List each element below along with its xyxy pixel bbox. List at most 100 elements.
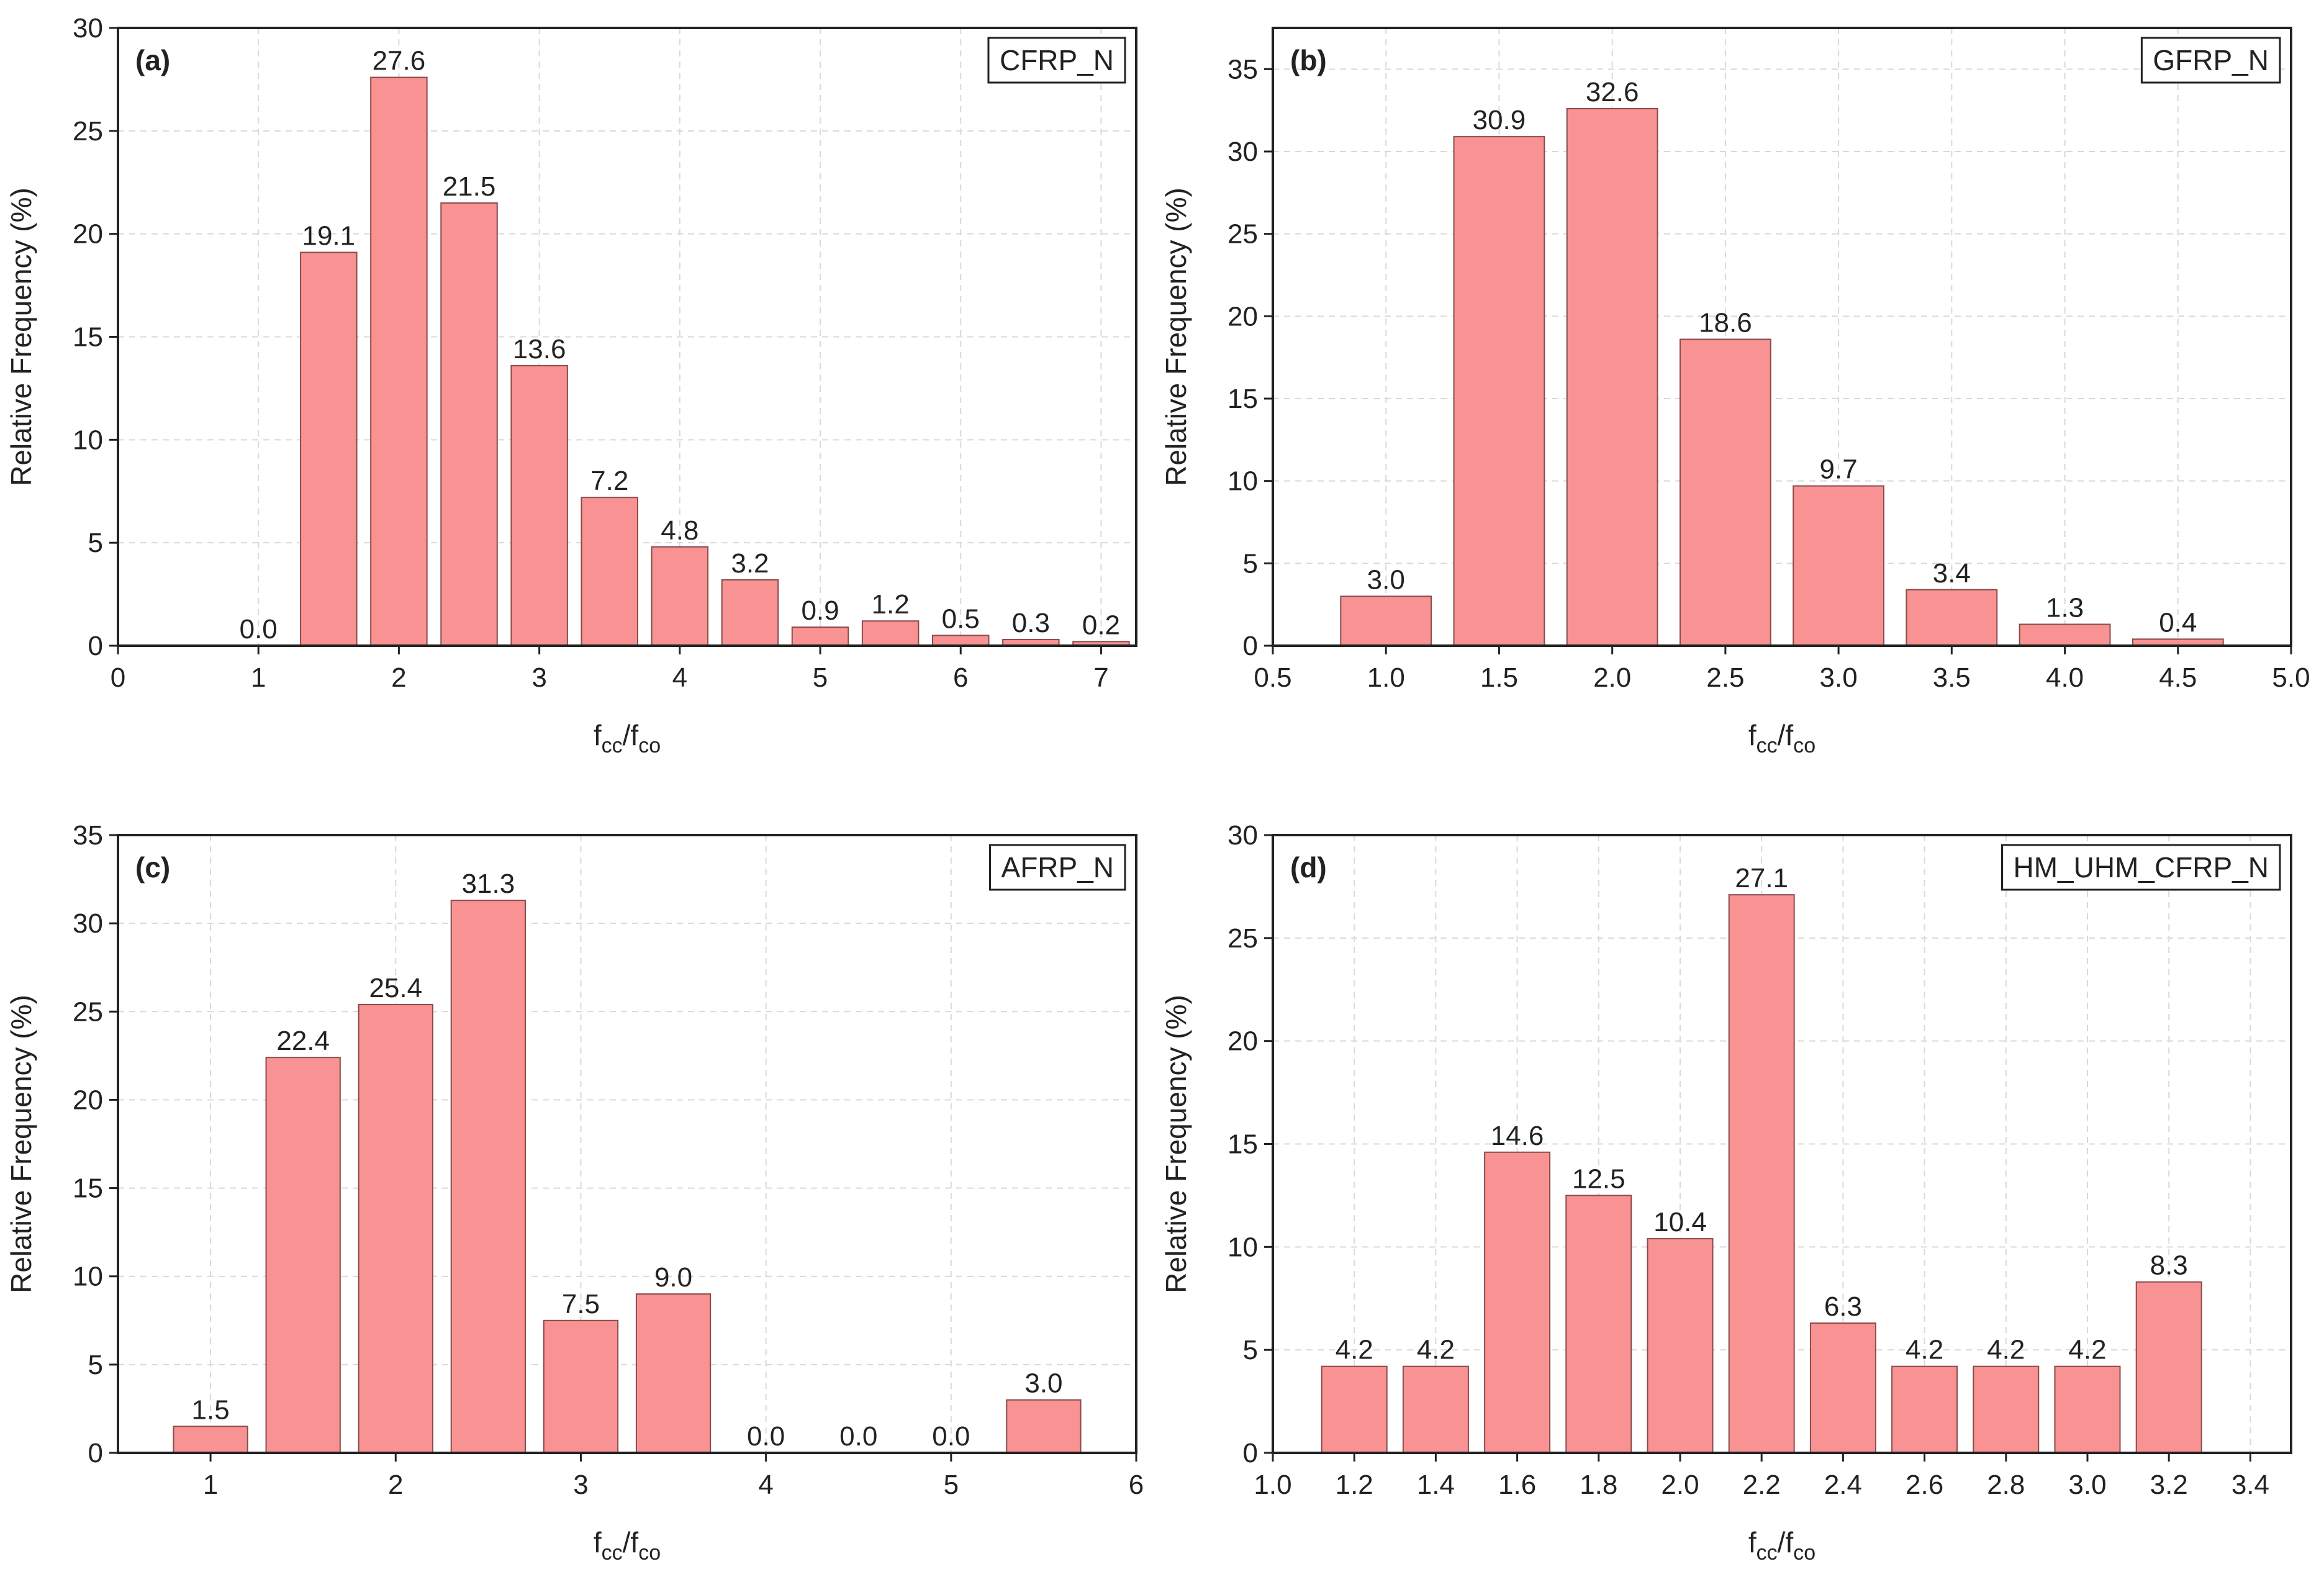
data-label: 0.0 — [839, 1421, 877, 1452]
y-tick-label: 25 — [1228, 219, 1258, 250]
x-axis-title: fcc/fco — [1748, 1526, 1815, 1565]
x-tick-label: 1.2 — [1336, 1470, 1373, 1500]
data-label: 1.3 — [2046, 593, 2084, 623]
x-tick-label: 2.8 — [1987, 1470, 2025, 1500]
data-label: 4.2 — [1987, 1335, 2025, 1365]
y-axis-title: Relative Frequency (%) — [1160, 188, 1192, 486]
x-tick-label: 1.5 — [1480, 662, 1518, 693]
y-tick-label: 25 — [73, 997, 103, 1027]
x-tick-label: 7 — [1093, 662, 1108, 693]
bar — [1647, 1238, 1714, 1453]
legend-box — [2001, 844, 2281, 891]
y-tick-label: 10 — [73, 425, 103, 455]
x-tick-label: 5 — [944, 1470, 959, 1500]
y-tick-label: 20 — [1228, 301, 1258, 332]
data-label: 25.4 — [369, 973, 422, 1003]
data-label: 4.2 — [2068, 1335, 2106, 1365]
y-tick-label: 5 — [1243, 548, 1258, 579]
x-tick-label: 2.4 — [1824, 1470, 1862, 1500]
data-label: 4.2 — [1336, 1335, 1373, 1365]
x-tick-label: 5.0 — [2272, 662, 2310, 693]
y-tick-label: 5 — [1243, 1335, 1258, 1365]
legend-label: HM_UHM_CFRP_N — [2014, 851, 2269, 884]
data-label: 18.6 — [1699, 307, 1752, 338]
data-label: 0.5 — [942, 603, 980, 634]
x-tick-label: 1.8 — [1580, 1470, 1617, 1500]
bar — [791, 626, 849, 647]
x-tick-label: 2.0 — [1593, 662, 1631, 693]
y-tick-label: 25 — [73, 116, 103, 147]
data-label: 12.5 — [1572, 1164, 1625, 1194]
bar — [1565, 1195, 1632, 1453]
x-tick-label: 2.0 — [1661, 1470, 1699, 1500]
axis-frame — [1272, 27, 2292, 647]
bar — [651, 546, 709, 646]
bar — [1340, 595, 1432, 647]
bar — [1809, 1322, 1876, 1454]
x-tick-label: 4.5 — [2159, 662, 2197, 693]
legend-box — [989, 844, 1126, 891]
bar — [543, 1319, 619, 1453]
x-tick-label: 4.0 — [2046, 662, 2084, 693]
data-label: 21.5 — [443, 171, 496, 202]
bar — [300, 251, 358, 646]
y-tick-label: 10 — [73, 1262, 103, 1292]
bar — [1006, 1399, 1082, 1454]
x-axis-title-part: /f — [623, 1526, 639, 1558]
x-tick-label: 1 — [251, 662, 266, 693]
bar — [1973, 1365, 2040, 1453]
y-tick-label: 20 — [73, 1085, 103, 1115]
y-tick-label: 15 — [1228, 384, 1258, 414]
bar — [721, 579, 779, 646]
bar — [510, 364, 568, 647]
x-axis-title-part: cc — [602, 734, 623, 757]
bar — [2019, 623, 2111, 646]
x-axis-title-part: cc — [1757, 734, 1778, 757]
bar — [2054, 1365, 2121, 1453]
panel-label: (a) — [135, 44, 170, 76]
y-tick-label: 5 — [88, 528, 103, 558]
data-label: 14.6 — [1491, 1121, 1544, 1151]
data-label: 0.9 — [801, 595, 839, 626]
x-tick-label: 2.6 — [1906, 1470, 1943, 1500]
y-tick-label: 30 — [1228, 820, 1258, 851]
x-axis-title-part: f — [1748, 1526, 1757, 1558]
bar — [581, 497, 638, 647]
bar — [1402, 1365, 1469, 1453]
legend-box — [987, 37, 1126, 84]
x-tick-label: 3.0 — [1820, 662, 1858, 693]
x-axis-title-part: /f — [1778, 1526, 1794, 1558]
data-label: 13.6 — [513, 334, 566, 364]
y-tick-label: 15 — [73, 322, 103, 353]
legend-label: AFRP_N — [1001, 851, 1114, 884]
data-label: 0.0 — [240, 614, 278, 644]
x-tick-label: 2 — [388, 1470, 403, 1500]
y-tick-label: 30 — [73, 13, 103, 43]
bar — [1793, 485, 1884, 646]
x-tick-label: 1.4 — [1417, 1470, 1455, 1500]
x-axis-title-part: cc — [602, 1541, 623, 1565]
x-axis-title-part: co — [1793, 1541, 1815, 1565]
x-axis-title-part: co — [638, 1541, 661, 1565]
x-tick-label: 3.4 — [2231, 1470, 2269, 1500]
bar — [1566, 108, 1658, 647]
y-tick-label: 30 — [1228, 137, 1258, 167]
data-label: 27.6 — [373, 46, 426, 76]
x-tick-label: 2.2 — [1743, 1470, 1781, 1500]
x-axis-title-part: co — [638, 734, 661, 757]
data-label: 4.2 — [1906, 1335, 1943, 1365]
data-label: 8.3 — [2150, 1250, 2188, 1281]
bar — [1484, 1151, 1551, 1454]
legend-box — [2140, 37, 2281, 84]
x-tick-label: 3 — [531, 662, 546, 693]
y-tick-label: 10 — [1228, 1232, 1258, 1262]
data-label: 3.2 — [731, 548, 769, 579]
x-tick-label: 2.5 — [1706, 662, 1744, 693]
x-axis-title-part: f — [594, 719, 602, 751]
x-axis-title-part: f — [594, 1526, 602, 1558]
panel-label: (b) — [1290, 44, 1327, 76]
x-axis-title: fcc/fco — [1748, 719, 1815, 757]
y-tick-label: 20 — [73, 219, 103, 250]
data-label: 4.2 — [1417, 1335, 1455, 1365]
